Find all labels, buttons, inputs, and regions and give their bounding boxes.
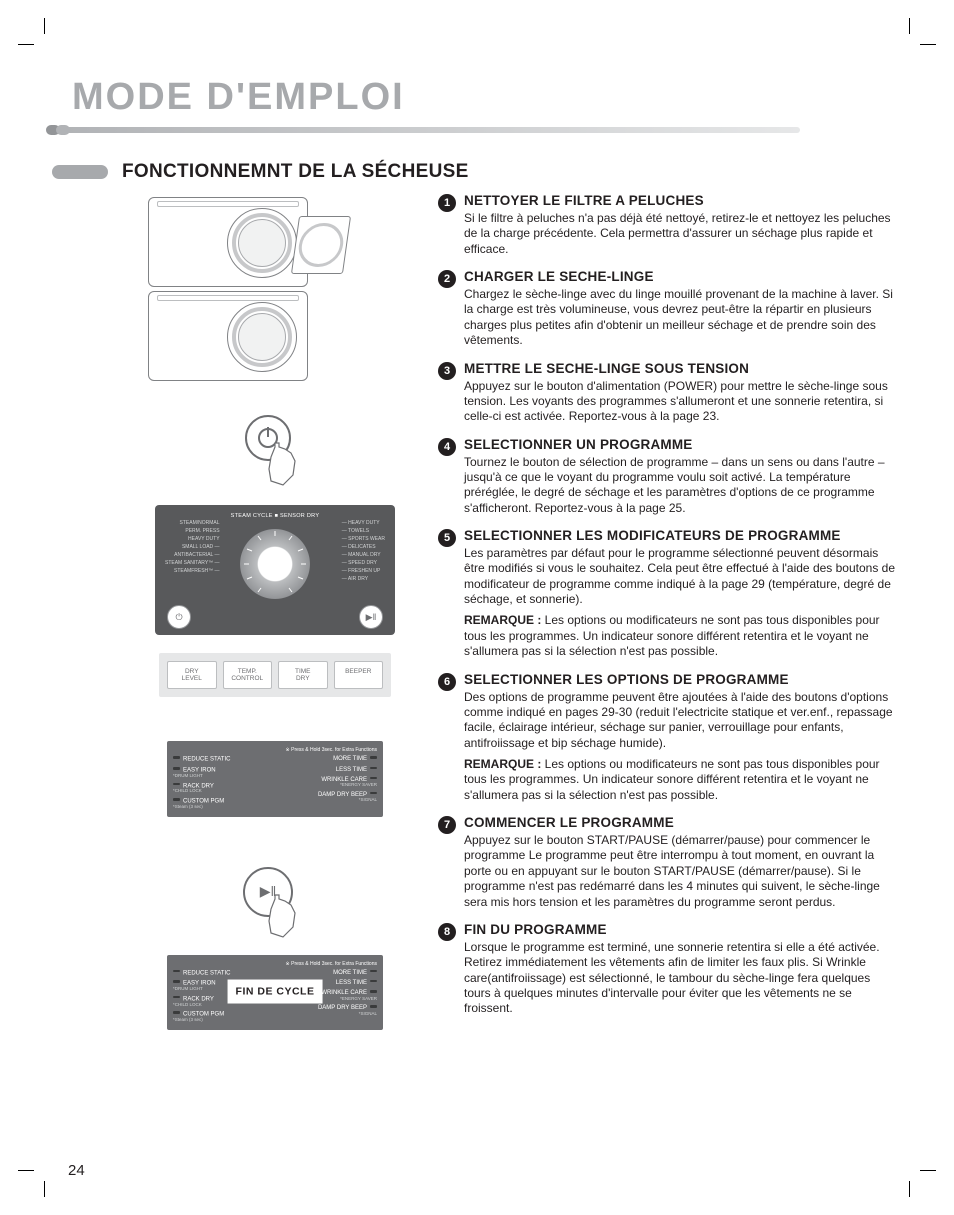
steps-column: 1 NETTOYER LE FILTRE A PELUCHES Si le fi… — [438, 193, 908, 1030]
crop-mark — [44, 18, 45, 34]
title-underline — [46, 125, 908, 135]
step-remark: REMARQUE : Les options ou modificateurs … — [464, 757, 898, 803]
hand-icon — [267, 441, 311, 489]
step-text: Lorsque le programme est terminé, une so… — [464, 940, 898, 1017]
crop-mark — [920, 44, 936, 45]
damp-dry-option: DAMP DRY BEEP*SIGNAL — [300, 791, 377, 804]
options-panel-illustration: ※ Press & Hold 3sec. for Extra Functions… — [167, 741, 383, 816]
modifier-buttons-illustration: DRY LEVEL TEMP. CONTROL TIME DRY BEEPER — [159, 653, 391, 697]
step-text: Tournez le bouton de sélection de progra… — [464, 455, 898, 516]
step-title: SELECTIONNER LES OPTIONS DE PROGRAMME — [464, 672, 898, 687]
reduce-static-option: REDUCE STATIC — [173, 755, 250, 764]
section-title: FONCTIONNEMNT DE LA SÉCHEUSE — [122, 161, 469, 183]
easy-iron-option: EASY IRON*DRUM LIGHT — [173, 766, 250, 780]
rack-dry-option: RACK DRY*CHILD LOCK — [173, 782, 250, 796]
crop-mark — [18, 44, 34, 45]
step-number-badge: 7 — [438, 816, 456, 834]
dryer-load-illustration — [148, 197, 308, 381]
step-title: SELECTIONNER UN PROGRAMME — [464, 437, 898, 452]
step-text: Les paramètres par défaut pour le progra… — [464, 546, 898, 607]
step-number-badge: 8 — [438, 923, 456, 941]
power-button-illustration — [227, 409, 323, 487]
beeper-button: BEEPER — [334, 661, 384, 689]
step-number-badge: 1 — [438, 194, 456, 212]
step-3: 3 METTRE LE SECHE-LINGE SOUS TENSION App… — [438, 361, 898, 431]
step-text: Chargez le sèche-linge avec du linge mou… — [464, 287, 898, 348]
step-title: SELECTIONNER LES MODIFICATEURS DE PROGRA… — [464, 528, 898, 543]
time-dry-button: TIME DRY — [278, 661, 328, 689]
section-pill-icon — [52, 165, 108, 179]
crop-mark — [44, 1181, 45, 1197]
page-title: MODE D'EMPLOI — [72, 76, 908, 119]
step-text: Des options de programme peuvent être aj… — [464, 690, 898, 751]
step-title: NETTOYER LE FILTRE A PELUCHES — [464, 193, 898, 208]
step-text: Appuyez sur le bouton START/PAUSE (démar… — [464, 833, 898, 910]
damp-dry-option: DAMP DRY BEEP*SIGNAL — [300, 1004, 377, 1017]
more-time-option: MORE TIME — [300, 755, 377, 763]
step-title: COMMENCER LE PROGRAMME — [464, 815, 898, 830]
custom-pgm-option: CUSTOM PGM*Steam (3 sec) — [173, 1010, 250, 1024]
options-header: ※ Press & Hold 3sec. for Extra Functions — [173, 747, 377, 753]
step-text: Si le filtre à peluches n'a pas déjà été… — [464, 211, 898, 257]
step-number-badge: 5 — [438, 529, 456, 547]
hand-icon — [267, 893, 311, 941]
less-time-option: LESS TIME — [300, 766, 377, 774]
dial-labels-left: STEAM/NORMAL PERM. PRESS HEAVY DUTY SMAL… — [165, 519, 220, 575]
illustration-column: STEAM CYCLE ■ SENSOR DRY STEAM/NORMAL PE… — [46, 193, 416, 1030]
more-time-option: MORE TIME — [300, 969, 377, 977]
section-header: FONCTIONNEMNT DE LA SÉCHEUSE — [46, 161, 908, 183]
step-7: 7 COMMENCER LE PROGRAMME Appuyez sur le … — [438, 815, 898, 916]
step-number-badge: 6 — [438, 673, 456, 691]
step-4: 4 SELECTIONNER UN PROGRAMME Tournez le b… — [438, 437, 898, 522]
step-title: CHARGER LE SECHE-LINGE — [464, 269, 898, 284]
crop-mark — [909, 1181, 910, 1197]
start-pause-illustration: ▶‖ — [227, 863, 323, 941]
page-number: 24 — [68, 1162, 85, 1179]
step-remark: REMARQUE : Les options ou modificateurs … — [464, 613, 898, 659]
step-number-badge: 2 — [438, 270, 456, 288]
temp-control-button: TEMP. CONTROL — [223, 661, 273, 689]
end-cycle-label: FIN DE CYCLE — [228, 980, 323, 1004]
step-number-badge: 3 — [438, 362, 456, 380]
end-cycle-illustration: ※ Press & Hold 3sec. for Extra Functions… — [167, 955, 383, 1030]
wrinkle-care-option: WRINKLE CARE*ENERGY SAVER — [300, 776, 377, 789]
step-1: 1 NETTOYER LE FILTRE A PELUCHES Si le fi… — [438, 193, 898, 263]
dial-labels-right: — HEAVY DUTY — TOWELS — SPORTS WEAR — DE… — [342, 519, 385, 583]
program-dial-illustration: STEAM CYCLE ■ SENSOR DRY STEAM/NORMAL PE… — [155, 505, 395, 635]
step-6: 6 SELECTIONNER LES OPTIONS DE PROGRAMME … — [438, 672, 898, 810]
dry-level-button: DRY LEVEL — [167, 661, 217, 689]
options-header: ※ Press & Hold 3sec. for Extra Functions — [173, 961, 377, 967]
custom-pgm-option: CUSTOM PGM*Steam (3 sec) — [173, 797, 250, 811]
step-8: 8 FIN DU PROGRAMME Lorsque le programme … — [438, 922, 898, 1023]
start-pause-icon: ▶‖ — [359, 605, 383, 629]
reduce-static-option: REDUCE STATIC — [173, 969, 250, 978]
crop-mark — [920, 1170, 936, 1171]
step-2: 2 CHARGER LE SECHE-LINGE Chargez le sèch… — [438, 269, 898, 354]
step-title: FIN DU PROGRAMME — [464, 922, 898, 937]
step-number-badge: 4 — [438, 438, 456, 456]
crop-mark — [18, 1170, 34, 1171]
power-icon: ⏻ — [167, 605, 191, 629]
crop-mark — [909, 18, 910, 34]
step-5: 5 SELECTIONNER LES MODIFICATEURS DE PROG… — [438, 528, 898, 666]
step-text: Appuyez sur le bouton d'alimentation (PO… — [464, 379, 898, 425]
step-title: METTRE LE SECHE-LINGE SOUS TENSION — [464, 361, 898, 376]
